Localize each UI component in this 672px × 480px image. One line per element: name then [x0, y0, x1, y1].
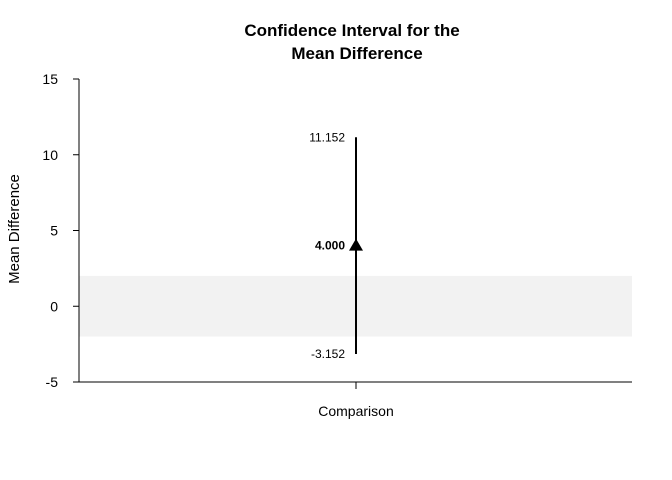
y-tick-label: 0 [50, 298, 58, 314]
x-axis-label: Comparison [318, 403, 393, 419]
y-tick-label: 5 [50, 223, 58, 239]
y-axis: -5 0 5 10 15 [42, 71, 80, 390]
chart-title-line-2: Mean Difference [291, 44, 422, 63]
y-axis-label: Mean Difference [6, 174, 23, 284]
lower-bound-label: -3.152 [311, 347, 345, 361]
y-tick-label: 15 [42, 71, 58, 87]
estimate-label: 4.000 [315, 239, 345, 253]
y-tick-label: 10 [42, 147, 58, 163]
estimate-marker [349, 238, 363, 251]
chart-title-line-1: Confidence Interval for the [244, 21, 459, 40]
y-tick-label: -5 [46, 374, 59, 390]
upper-bound-label: 11.152 [309, 130, 345, 144]
